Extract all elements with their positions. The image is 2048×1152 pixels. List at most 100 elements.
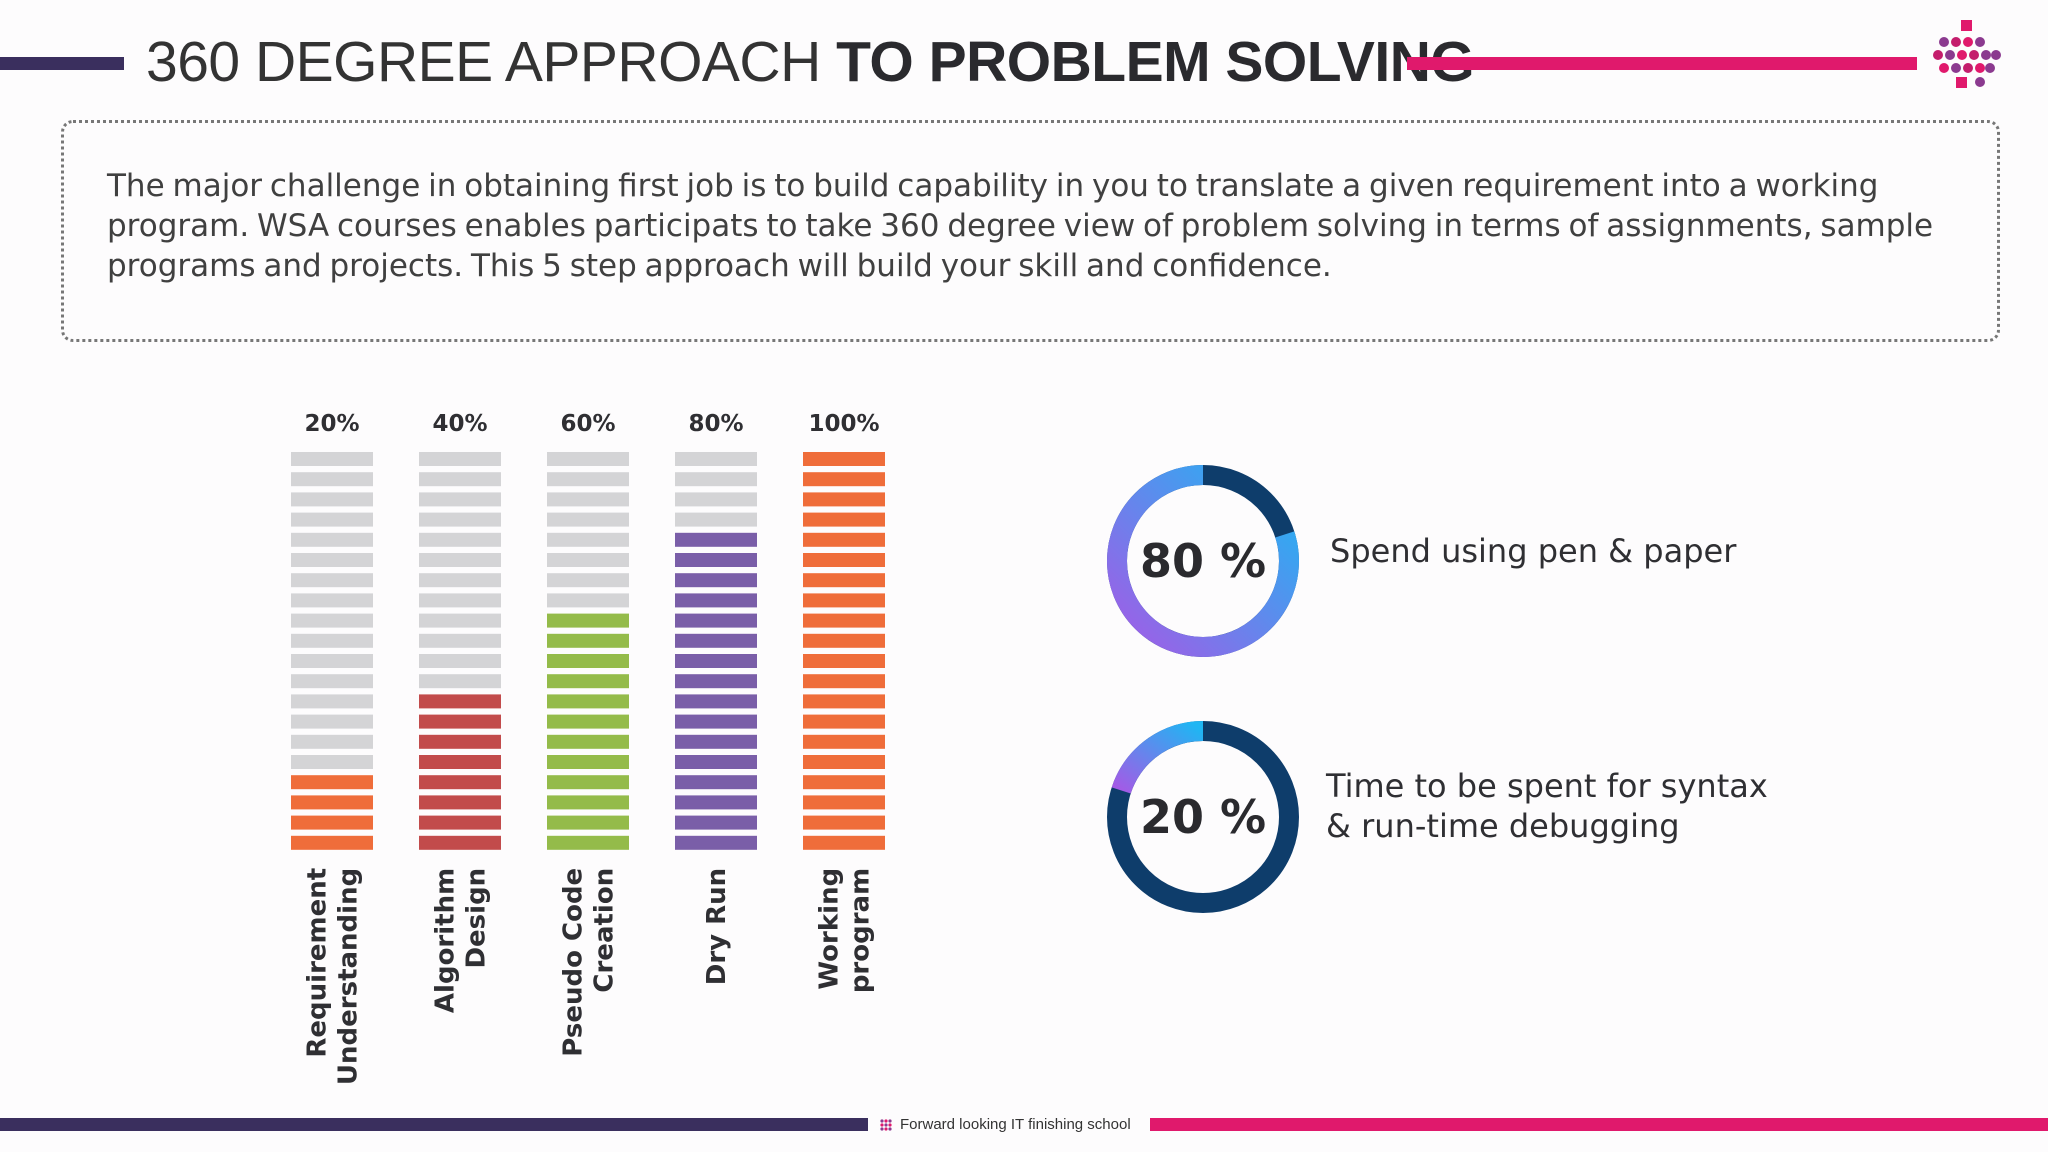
bar-segment: [547, 573, 629, 588]
header-bar-left: [0, 57, 124, 70]
bar-segment: [419, 633, 501, 648]
bar-segment: [547, 815, 629, 830]
bar-segment: [547, 532, 629, 547]
bar-segment: [291, 633, 373, 648]
bar-segment: [419, 532, 501, 547]
bar-segment: [419, 815, 501, 830]
bar-2: [419, 452, 501, 850]
bar-segment: [675, 755, 757, 769]
bar-segment: [675, 815, 757, 830]
bar-value-label: 40%: [432, 411, 487, 437]
bar-segment: [675, 472, 757, 487]
stat-label-2: Time to be spent for syntax & run-time de…: [1326, 766, 1846, 846]
bar-segment: [547, 775, 629, 790]
stat-label-line: Time to be spent for syntax: [1326, 767, 1768, 805]
bar-segment: [419, 674, 501, 689]
bar-segment: [291, 775, 373, 790]
bar-segment: [291, 815, 373, 830]
bar-segment: [803, 593, 885, 608]
category-label: Workingprogram: [815, 868, 876, 993]
bar-segment: [675, 553, 757, 567]
bar-segment: [675, 835, 757, 850]
bar-segment: [291, 593, 373, 608]
bar-segment: [675, 633, 757, 648]
bar-segment: [547, 694, 629, 709]
header-bar-right: [1407, 57, 1917, 70]
bar-segment: [675, 452, 757, 466]
bar-segment: [675, 795, 757, 810]
bar-segment: [419, 573, 501, 588]
bar-segment: [803, 714, 885, 729]
bar-segment: [291, 835, 373, 850]
bar-1: [291, 452, 373, 850]
bar-segment: [547, 613, 629, 628]
bar-segment: [675, 734, 757, 749]
bar-segment: [547, 492, 629, 507]
bar-segment: [547, 452, 629, 466]
bar-segment: [675, 593, 757, 608]
bar-segment: [291, 755, 373, 769]
bar-segment: [291, 452, 373, 466]
bar-segment: [419, 795, 501, 810]
donut-progress-arc: [1111, 721, 1204, 794]
bar-segment: [419, 775, 501, 790]
bar-segment: [291, 553, 373, 567]
stat-donut-1: 80 %: [1107, 465, 1299, 657]
bar-segment: [803, 452, 885, 466]
bar-segment: [547, 714, 629, 729]
bar-segment: [291, 714, 373, 729]
bar-segment: [291, 573, 373, 588]
bar-segment: [675, 532, 757, 547]
bar-segment: [419, 694, 501, 709]
footer-bar-right: [1150, 1118, 2048, 1131]
bar-segment: [803, 795, 885, 810]
stat-donut-2: 20 %: [1107, 721, 1299, 913]
bar-segment: [419, 755, 501, 769]
bar-segment: [675, 714, 757, 729]
bar-segment: [803, 775, 885, 790]
bar-segment: [803, 492, 885, 507]
stat-label-line: & run-time debugging: [1326, 807, 1680, 845]
bar-segment: [419, 492, 501, 507]
bar-segment: [547, 795, 629, 810]
page-title-bold: TO PROBLEM SOLVING: [836, 30, 1475, 94]
bar-value-label: 60%: [560, 411, 615, 437]
bar-segment: [547, 553, 629, 567]
bar-segment: [803, 613, 885, 628]
bar-segment: [675, 775, 757, 790]
bar-segment: [291, 674, 373, 689]
bar-segment: [547, 734, 629, 749]
bar-segment: [547, 593, 629, 608]
description-text: The major challenge in obtaining first j…: [107, 168, 1934, 284]
bar-segment: [803, 694, 885, 709]
bar-segment: [291, 694, 373, 709]
bar-segment: [803, 553, 885, 567]
bar-segment: [547, 674, 629, 689]
bar-segment: [419, 452, 501, 466]
bar-segment: [291, 492, 373, 507]
bar-segment: [803, 835, 885, 850]
bar-segment: [675, 694, 757, 709]
donut-value-label: 80 %: [1140, 534, 1266, 588]
bar-segment: [419, 593, 501, 608]
bar-segment: [803, 633, 885, 648]
donut-progress-arc: [1107, 465, 1299, 657]
bar-segment: [419, 835, 501, 850]
bar-4: [675, 452, 757, 850]
bar-value-label: 80%: [688, 411, 743, 437]
page-title: 360 DEGREE APPROACH TO PROBLEM SOLVING: [146, 22, 1475, 102]
bar-value-label: 100%: [808, 411, 879, 437]
bar-segment: [419, 714, 501, 729]
bar-3: [547, 452, 629, 850]
bar-segment: [291, 654, 373, 668]
bar-segment: [803, 472, 885, 487]
bar-segment: [547, 472, 629, 487]
bar-segment: [803, 815, 885, 830]
category-label: Dry Run: [702, 868, 732, 985]
bar-segment: [547, 633, 629, 648]
bar-segment: [419, 613, 501, 628]
bar-segment: [547, 835, 629, 850]
bar-5: [803, 452, 885, 850]
bar-segment: [547, 512, 629, 527]
bar-segment: [803, 512, 885, 527]
